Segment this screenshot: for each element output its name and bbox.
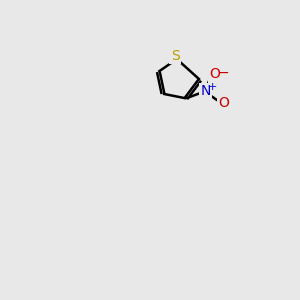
Text: −: − <box>218 65 229 80</box>
Text: O: O <box>209 67 220 81</box>
Text: +: + <box>208 82 217 92</box>
Text: O: O <box>218 96 229 110</box>
Text: N: N <box>200 84 211 98</box>
Text: S: S <box>171 49 179 63</box>
